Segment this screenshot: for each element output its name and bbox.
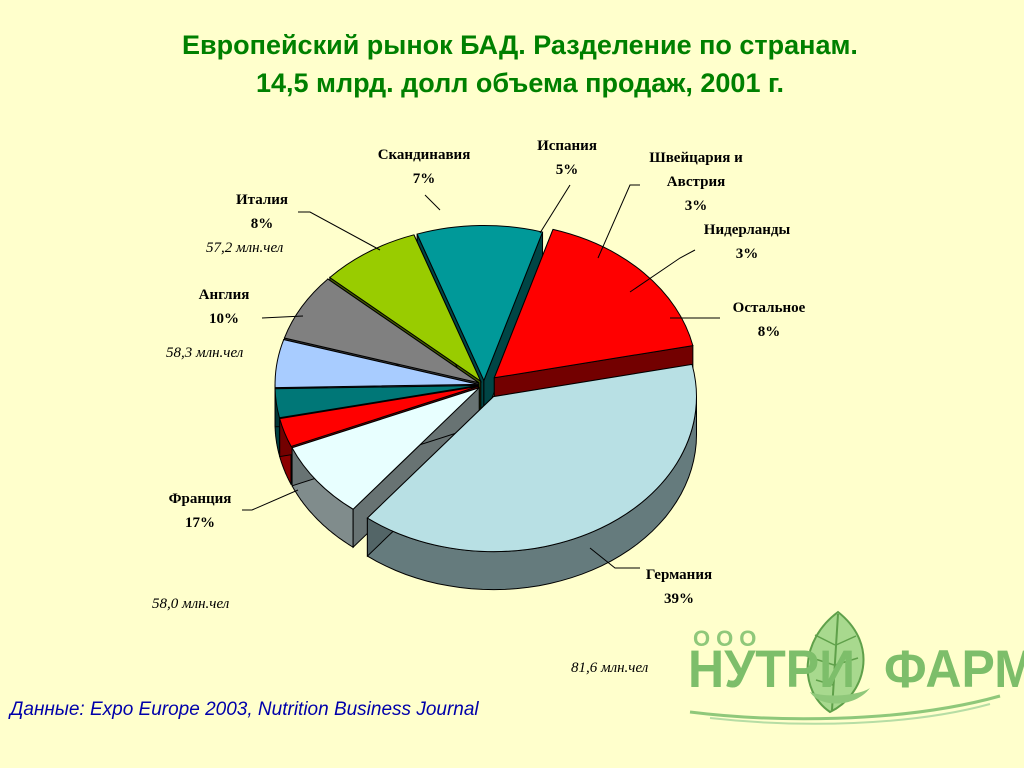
- leader-line-4: [539, 184, 571, 234]
- pie-top-faces: [274, 224, 697, 553]
- slice-1: [291, 387, 480, 510]
- slice-8: [493, 228, 694, 379]
- population-england: 58,3 млн.чел: [166, 345, 244, 361]
- population-france: 58,0 млн.чел: [152, 596, 230, 612]
- leader-line-7: [261, 315, 304, 319]
- label-other: Остальное 8%: [732, 300, 806, 340]
- label-switzerland-austria: Швейцария и Австрия 3%: [649, 150, 743, 214]
- leader-line-3: [597, 184, 640, 259]
- slice-5: [283, 278, 480, 384]
- slice-7: [416, 224, 544, 382]
- logo-text-left: НУТРИ: [688, 639, 856, 699]
- title-line-2: 14,5 млрд. долл объема продаж, 2001 г.: [255, 68, 785, 98]
- chart-title: Европейский рынок БАД. Разделение по стр…: [0, 26, 1024, 102]
- title-line-1: Европейский рынок БАД. Разделение по стр…: [182, 30, 858, 60]
- leader-line-5: [424, 194, 441, 211]
- population-italy: 57,2 млн.чел: [206, 240, 284, 256]
- label-netherlands: Нидерланды 3%: [703, 222, 791, 262]
- label-spain: Испания 5%: [537, 138, 597, 178]
- slice-6: [328, 234, 482, 383]
- leader-line-6: [298, 211, 381, 251]
- logo-leaf-icon: [689, 610, 1001, 725]
- slice-3: [274, 385, 479, 419]
- leader-lines: [242, 184, 720, 569]
- label-germany: Германия 39%: [645, 567, 713, 607]
- leader-line-0: [589, 547, 640, 569]
- slice-2: [279, 385, 479, 448]
- slice-4: [274, 338, 479, 389]
- label-scandinavia: Скандинавия 7%: [377, 147, 471, 187]
- source-note: Данные: Expo Europe 2003, Nutrition Busi…: [10, 699, 479, 720]
- logo-text-right: ФАРМ: [884, 639, 1024, 699]
- logo-ooo-text: ООО: [693, 626, 763, 651]
- population-germany: 81,6 млн.чел: [571, 660, 649, 676]
- slice-0: [366, 363, 697, 553]
- leader-line-2: [629, 249, 696, 293]
- leader-line-8: [242, 489, 299, 511]
- label-italy: Италия 8%: [235, 192, 289, 232]
- label-france: Франция 17%: [168, 491, 232, 531]
- label-england: Англия 10%: [198, 287, 250, 327]
